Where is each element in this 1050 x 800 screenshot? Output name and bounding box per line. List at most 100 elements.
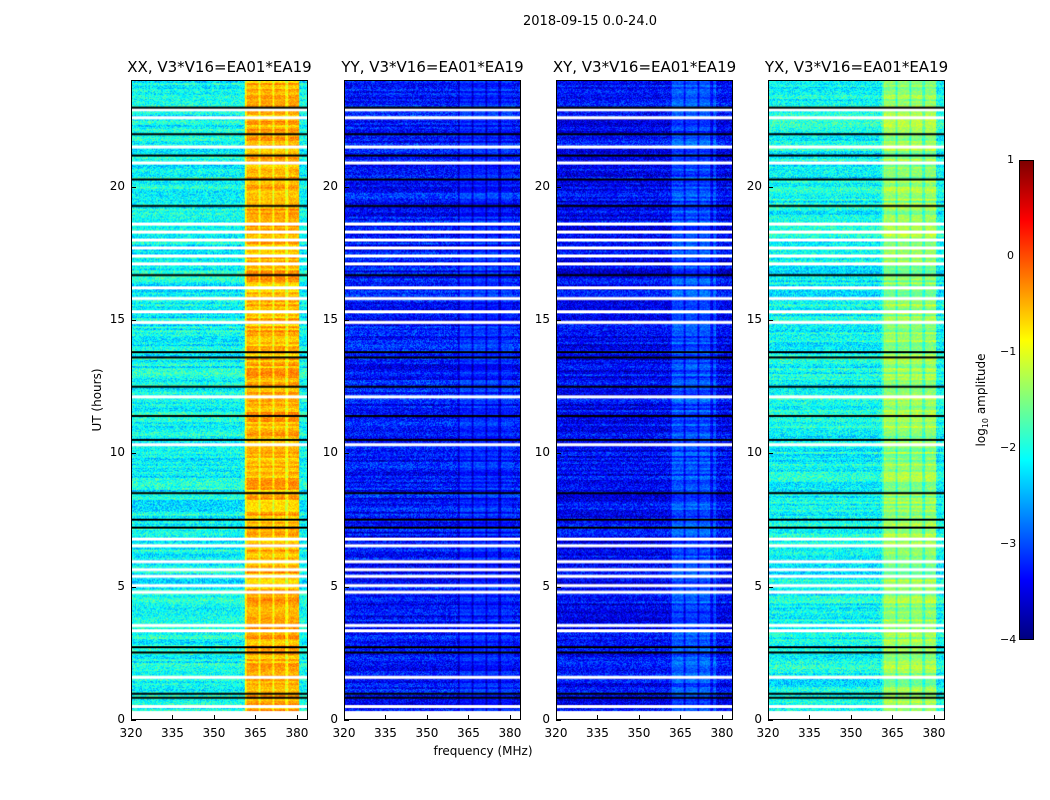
- x-axis-label: frequency (MHz): [433, 744, 533, 758]
- x-tick-label: 335: [161, 726, 184, 740]
- x-tick-mark: [850, 715, 852, 720]
- x-tick-label: 320: [119, 726, 143, 740]
- y-tick-mark: [556, 720, 561, 721]
- x-tick-mark: [768, 715, 769, 720]
- x-tick-label: 320: [756, 726, 780, 740]
- y-tick-label: 15: [322, 312, 338, 326]
- x-tick-mark: [892, 715, 894, 720]
- y-tick-mark: [344, 453, 349, 455]
- panel-title: XX, V3*V16=EA01*EA19: [127, 58, 312, 76]
- x-tick-mark: [468, 715, 470, 720]
- y-tick-mark: [556, 186, 561, 188]
- y-tick-mark: [131, 586, 136, 588]
- heatmap-image: [556, 80, 733, 720]
- y-tick-label: 5: [117, 578, 125, 593]
- colorbar-tick-label: 0: [1007, 249, 1014, 262]
- y-tick-label: 20: [746, 178, 762, 193]
- x-tick-label: 365: [457, 726, 480, 740]
- y-tick-label: 15: [746, 312, 762, 326]
- y-tick-label: 0: [754, 712, 762, 726]
- y-tick-label: 20: [109, 178, 125, 193]
- x-tick-mark: [213, 715, 215, 720]
- colorbar-tick-label: −2: [1000, 441, 1017, 454]
- y-tick-label: 15: [534, 312, 550, 326]
- y-tick-mark: [556, 586, 561, 588]
- x-tick-mark: [255, 715, 257, 720]
- x-tick-label: 380: [922, 726, 946, 740]
- heatmap-image: [344, 80, 521, 720]
- y-tick-mark: [131, 453, 136, 455]
- x-tick-label: 335: [798, 726, 821, 740]
- y-axis-label: UT (hours): [90, 368, 104, 432]
- x-tick-mark: [296, 715, 298, 720]
- y-tick-label: 0: [117, 712, 125, 726]
- x-tick-label: 365: [881, 726, 904, 740]
- x-tick-mark: [385, 715, 387, 720]
- x-tick-label: 335: [374, 726, 397, 740]
- x-tick-mark: [680, 715, 682, 720]
- y-tick-mark: [768, 720, 773, 721]
- panel-title: XY, V3*V16=EA01*EA19: [552, 58, 737, 76]
- y-tick-label: 20: [534, 178, 550, 193]
- y-tick-label: 15: [109, 312, 125, 326]
- y-tick-mark: [556, 320, 561, 321]
- x-tick-mark: [638, 715, 640, 720]
- y-tick-mark: [131, 320, 136, 321]
- panel-title: YY, V3*V16=EA01*EA19: [341, 58, 524, 76]
- x-tick-mark: [933, 715, 935, 720]
- panel-1: XX, V3*V16=EA01*EA19 320 335 350 365 380 0 5 10 1…: [110, 58, 312, 740]
- colorbar-tick-label: −4: [1000, 633, 1017, 646]
- x-tick-mark: [344, 715, 345, 720]
- y-tick-label: 10: [109, 445, 125, 460]
- x-tick-label: 380: [285, 726, 309, 740]
- heatmap-image: [131, 80, 308, 720]
- y-tick-mark: [556, 453, 561, 455]
- y-tick-label: 10: [534, 445, 550, 460]
- x-tick-label: 320: [544, 726, 568, 740]
- y-tick-label: 10: [322, 445, 338, 460]
- x-tick-label: 350: [839, 726, 863, 740]
- colorbar-tick-label: −3: [1000, 537, 1017, 550]
- x-tick-mark: [131, 715, 132, 720]
- x-tick-mark: [556, 715, 557, 720]
- panel-4: YX, V3*V16=EA01*EA19 320 335 350 365 380 0 5 10 1…: [747, 58, 948, 740]
- x-tick-mark: [809, 715, 811, 720]
- x-tick-label: 335: [586, 726, 609, 740]
- y-tick-label: 5: [754, 578, 762, 593]
- x-tick-label: 350: [627, 726, 651, 740]
- y-tick-mark: [131, 720, 136, 721]
- panel-2: YY, V3*V16=EA01*EA19 320 335 350 365 380 0 5 10 1…: [323, 58, 524, 740]
- x-tick-mark: [172, 715, 174, 720]
- x-tick-label: 350: [202, 726, 226, 740]
- x-tick-label: 365: [669, 726, 692, 740]
- x-tick-label: 350: [415, 726, 439, 740]
- x-tick-mark: [721, 715, 723, 720]
- x-tick-label: 380: [710, 726, 734, 740]
- chart-title: 2018-09-15 0.0-24.0: [523, 14, 657, 29]
- x-tick-mark: [509, 715, 511, 720]
- y-tick-label: 10: [746, 445, 762, 460]
- y-tick-mark: [768, 586, 773, 588]
- y-tick-label: 5: [330, 578, 338, 593]
- y-tick-label: 5: [542, 578, 550, 593]
- y-tick-mark: [344, 186, 349, 188]
- y-tick-label: 20: [322, 178, 338, 193]
- colorbar-tick-label: 1: [1007, 153, 1014, 166]
- x-tick-mark: [426, 715, 428, 720]
- y-tick-mark: [768, 186, 773, 188]
- y-tick-mark: [344, 586, 349, 588]
- colorbar: [1019, 160, 1034, 640]
- panel-3: XY, V3*V16=EA01*EA19 320 335 350 365 380 0 5 10 1…: [535, 58, 736, 740]
- colorbar-tick-label: −1: [1000, 345, 1017, 358]
- y-tick-label: 0: [330, 712, 338, 726]
- y-tick-mark: [131, 186, 136, 188]
- x-tick-mark: [597, 715, 599, 720]
- heatmap-image: [768, 80, 945, 720]
- y-tick-mark: [768, 453, 773, 455]
- panel-title: YX, V3*V16=EA01*EA19: [764, 58, 949, 76]
- colorbar-label: log10 amplitude: [973, 353, 991, 447]
- y-tick-mark: [344, 720, 349, 721]
- x-tick-label: 320: [332, 726, 356, 740]
- y-tick-label: 0: [542, 712, 550, 726]
- y-tick-mark: [344, 320, 349, 321]
